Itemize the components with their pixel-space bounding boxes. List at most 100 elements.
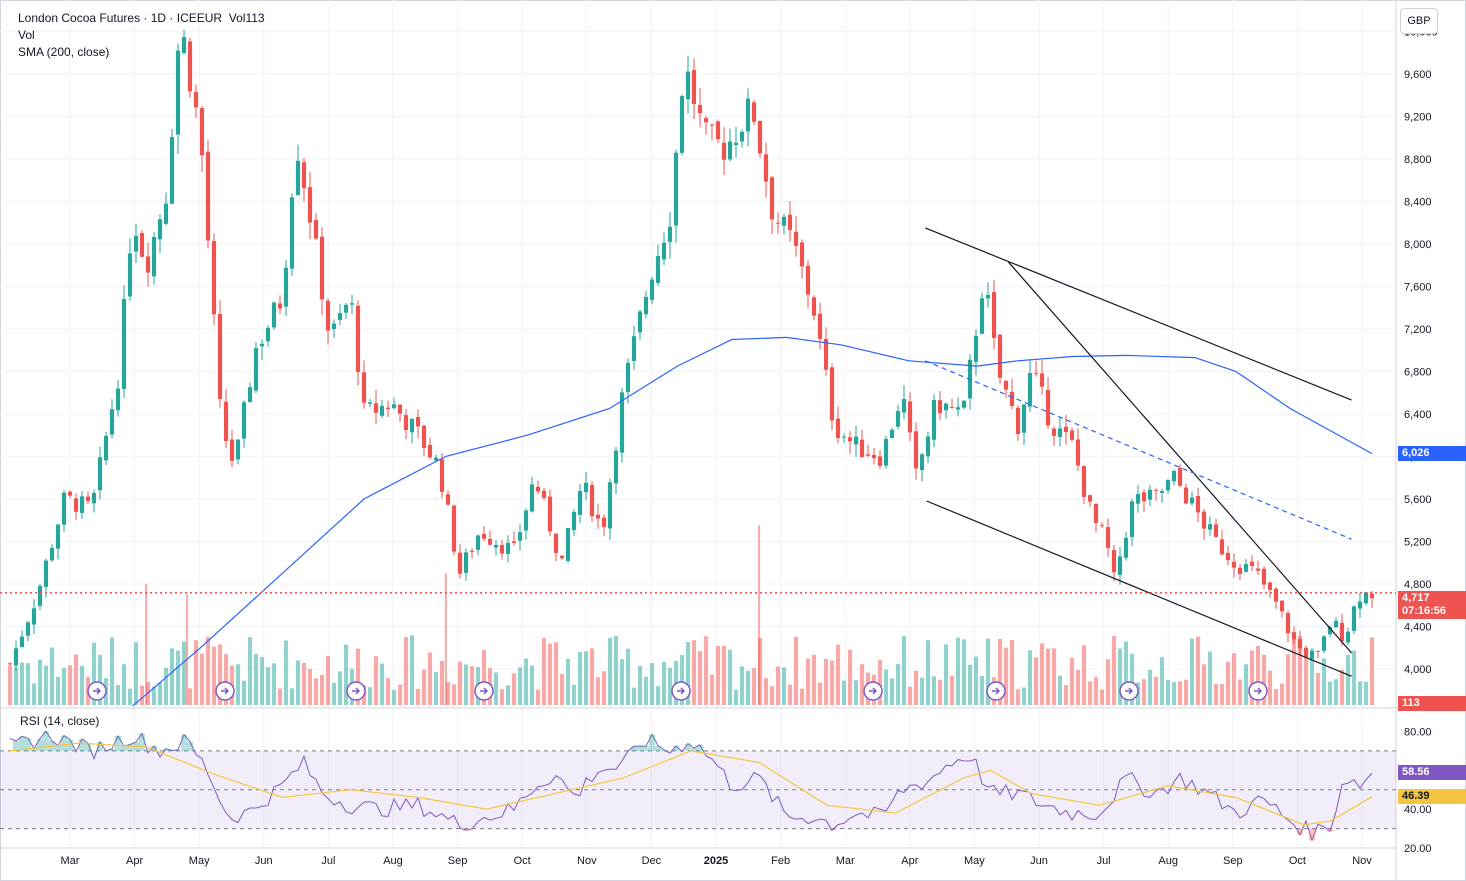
currency-button[interactable]: GBP <box>1400 8 1438 34</box>
volume-bar <box>913 670 919 705</box>
candle-body <box>739 131 745 142</box>
volume-bar <box>1237 679 1243 705</box>
candle-body <box>901 398 907 413</box>
candle-body <box>85 496 91 502</box>
time-tick-label: 2025 <box>704 855 728 867</box>
volume-bar <box>49 647 55 705</box>
event-marker-icon[interactable] <box>671 681 691 701</box>
rsi-legend[interactable]: RSI (14, close) <box>18 714 102 728</box>
volume-bar <box>97 654 103 705</box>
volume-bar <box>505 685 511 705</box>
candle-body <box>25 622 31 636</box>
candle-body <box>91 492 97 504</box>
rsi-overbought-fill <box>631 746 637 751</box>
volume-bar <box>1159 657 1165 705</box>
candle-body <box>421 425 427 448</box>
rsi-overbought-fill <box>655 745 661 751</box>
volume-bar <box>157 682 163 705</box>
event-markers <box>87 681 1268 701</box>
volume-bar <box>385 678 391 705</box>
candle-body <box>589 484 595 517</box>
event-marker-icon[interactable] <box>986 681 1006 701</box>
candle-body <box>403 414 409 431</box>
event-marker-icon[interactable] <box>215 681 235 701</box>
candle-body <box>1315 650 1321 652</box>
price-tick-label: 4,400 <box>1404 621 1432 633</box>
volume-bar <box>973 656 979 705</box>
volume-bar <box>733 689 739 705</box>
candle-body <box>829 367 835 421</box>
candle-body <box>643 296 649 315</box>
vol-indicator-short: Vol113 <box>228 11 265 25</box>
event-marker-icon[interactable] <box>863 681 883 701</box>
rsi-overbought-fill <box>637 746 643 751</box>
candle-body <box>1105 527 1111 548</box>
candle-body <box>859 439 865 458</box>
volume-bar <box>1357 681 1363 705</box>
volume-bar <box>763 678 769 705</box>
volume-bar <box>805 658 811 705</box>
event-marker-icon[interactable] <box>346 681 366 701</box>
candle-body <box>931 399 937 440</box>
volume-bar <box>55 676 61 705</box>
candle-body <box>1057 428 1063 437</box>
event-arrow <box>992 687 1001 695</box>
candle-body <box>385 407 391 410</box>
vol-legend[interactable]: Vol <box>18 28 35 42</box>
candle-body <box>1201 511 1207 529</box>
candle-body <box>349 303 355 305</box>
volume-bar <box>193 640 199 705</box>
candle-body <box>973 335 979 362</box>
candle-body <box>1003 380 1009 390</box>
candle-body <box>1363 592 1369 604</box>
candle-body <box>961 400 967 408</box>
candle-body <box>547 496 553 532</box>
volume-bar <box>943 644 949 705</box>
event-marker-icon[interactable] <box>474 681 494 701</box>
candle-body <box>1267 582 1273 590</box>
volume-bar <box>19 662 25 705</box>
volume-bar <box>985 638 991 705</box>
volume-bar <box>481 649 487 705</box>
volume-bar <box>121 664 127 705</box>
candle-body <box>1009 391 1015 406</box>
candle-body <box>565 527 571 561</box>
event-marker-icon[interactable] <box>87 681 107 701</box>
candle-body <box>817 313 823 339</box>
volume-bar <box>1003 647 1009 705</box>
volume-bar <box>31 683 37 705</box>
rsi-overbought-fill <box>121 746 127 751</box>
candle-body <box>787 214 793 230</box>
candle-body <box>1117 556 1123 575</box>
candle-body <box>823 338 829 370</box>
rsi-value-tag: 58.56 <box>1398 765 1466 781</box>
volume-bar <box>745 670 751 705</box>
candle-body <box>1165 479 1171 491</box>
candle-body <box>1069 430 1075 440</box>
volume-bar <box>67 665 73 705</box>
sma-legend[interactable]: SMA (200, close) <box>18 45 110 59</box>
volume-bar <box>325 655 331 705</box>
volume-bar <box>517 667 523 705</box>
volume-bar <box>1171 682 1177 705</box>
volume-bar <box>73 654 79 705</box>
event-marker-icon[interactable] <box>1119 681 1139 701</box>
candle-body <box>295 160 301 196</box>
volume-bar <box>247 637 253 705</box>
volume-bar <box>91 642 97 705</box>
volume-bar <box>457 661 463 705</box>
time-tick-label: Oct <box>1289 855 1306 867</box>
candle-body <box>193 91 199 108</box>
price-tick-label: 9,600 <box>1404 69 1432 81</box>
volume-bar <box>535 689 541 705</box>
candle-body <box>205 151 211 241</box>
event-marker-icon[interactable] <box>1248 681 1268 701</box>
rsi-overbought-fill <box>691 748 697 751</box>
symbol-title[interactable]: London Cocoa Futures · 1D · ICEEUR <box>18 11 223 25</box>
candle-body <box>1159 491 1165 493</box>
volume-bar <box>1015 689 1021 705</box>
candle-body <box>241 402 247 439</box>
volume-bar <box>181 641 187 705</box>
volume-bar <box>1303 651 1309 705</box>
